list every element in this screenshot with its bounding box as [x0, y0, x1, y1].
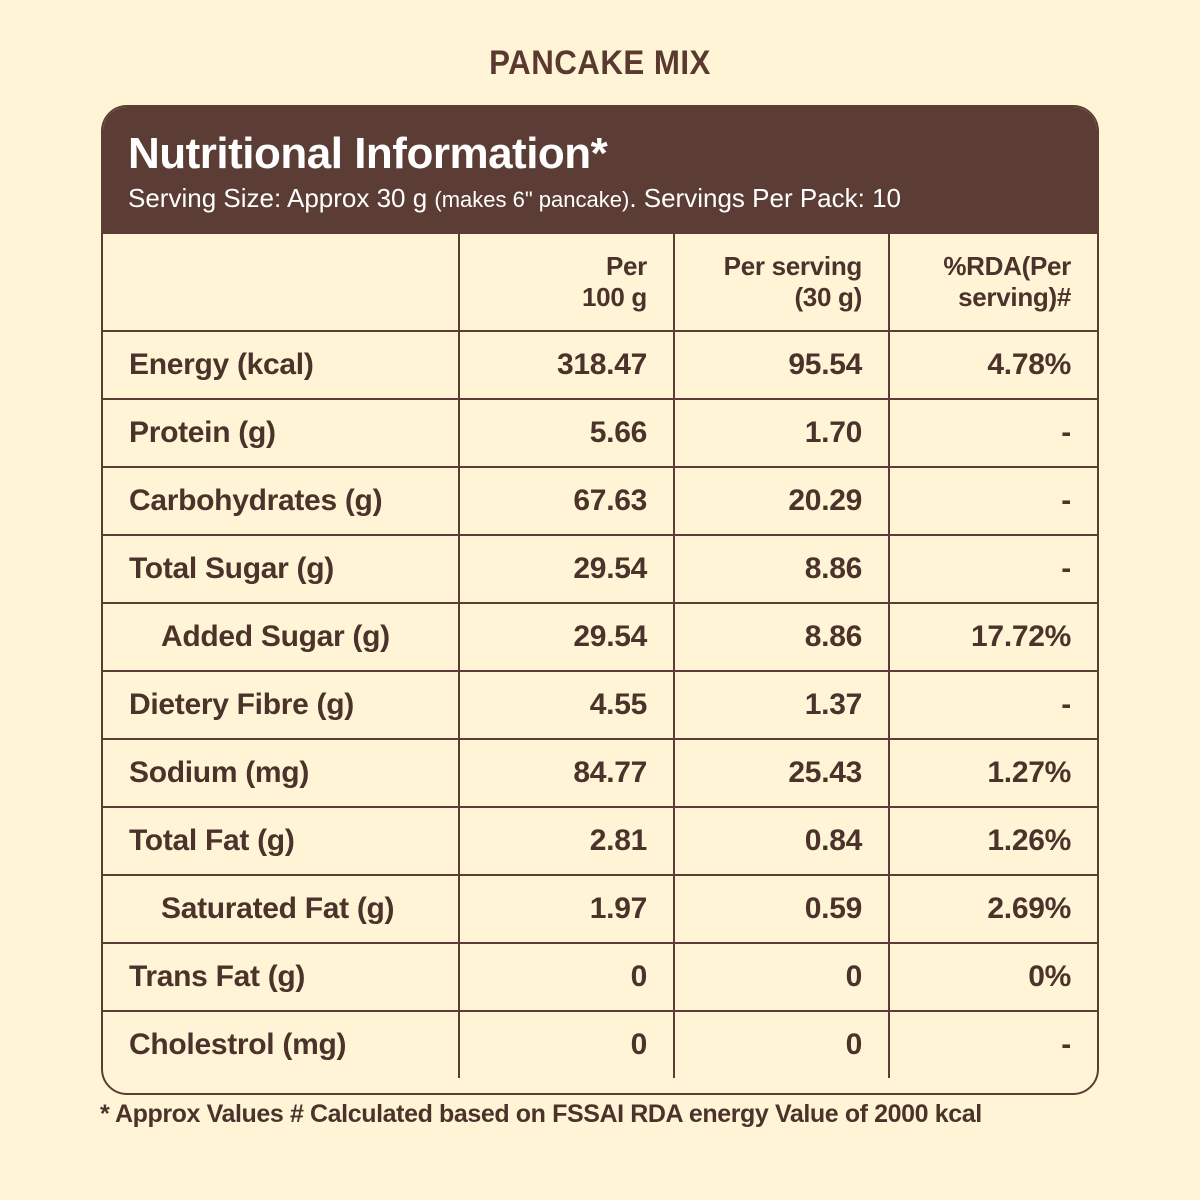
table-row: Total Fat (g) 2.81 0.84 1.26%: [103, 806, 1097, 876]
table-row: Trans Fat (g) 0 0 0%: [103, 942, 1097, 1012]
value-per-100g: 4.55: [458, 670, 675, 740]
value-per-100g: 1.97: [458, 874, 675, 944]
table-row: Added Sugar (g) 29.54 8.86 17.72%: [103, 602, 1097, 672]
value-per-100g: 0: [458, 942, 675, 1012]
nutrient-name: Dietery Fibre (g): [103, 670, 460, 740]
nutrient-name: Energy (kcal): [103, 330, 460, 400]
value-per-serving: 1.37: [673, 670, 890, 740]
value-rda: -: [888, 534, 1097, 604]
nutrient-name: Trans Fat (g): [103, 942, 460, 1012]
value-per-100g: 2.81: [458, 806, 675, 876]
panel-header: Nutritional Information* Serving Size: A…: [103, 107, 1097, 234]
table-row: Energy (kcal) 318.47 95.54 4.78%: [103, 330, 1097, 400]
value-per-100g: 5.66: [458, 398, 675, 468]
table-row: Protein (g) 5.66 1.70-: [103, 398, 1097, 468]
value-per-serving: 8.86: [673, 534, 890, 604]
column-header-rda: %RDA(Per serving)#: [888, 234, 1097, 332]
value-per-serving: 25.43: [673, 738, 890, 808]
serving-note: (makes 6" pancake): [434, 187, 630, 212]
nutrient-name: Added Sugar (g): [103, 602, 460, 672]
column-header-nutrient: [103, 234, 460, 332]
value-rda: 1.26%: [888, 806, 1097, 876]
table-row: Dietery Fibre (g) 4.55 1.37-: [103, 670, 1097, 740]
nutrition-panel: Nutritional Information* Serving Size: A…: [101, 105, 1099, 1095]
value-per-serving: 95.54: [673, 330, 890, 400]
value-per-serving: 1.70: [673, 398, 890, 468]
serving-size: Serving Size: Approx 30 g: [128, 183, 435, 213]
table-header-row: Per 100 g Per serving (30 g) %RDA(Per servi…: [103, 234, 1097, 332]
value-per-100g: 67.63: [458, 466, 675, 536]
table-row: Cholestrol (mg) 0 0-: [103, 1010, 1097, 1078]
nutrition-table: Per 100 g Per serving (30 g) %RDA(Per servi…: [103, 234, 1097, 1078]
value-per-serving: 20.29: [673, 466, 890, 536]
footnote: * Approx Values # Calculated based on FS…: [100, 1100, 982, 1128]
panel-heading: Nutritional Information*: [128, 129, 608, 178]
value-rda: 0%: [888, 942, 1097, 1012]
value-per-serving: 0.59: [673, 874, 890, 944]
product-title: PANCAKE MIX: [489, 44, 711, 82]
value-rda: 4.78%: [888, 330, 1097, 400]
nutrient-name: Saturated Fat (g): [103, 874, 460, 944]
value-per-serving: 8.86: [673, 602, 890, 672]
value-per-serving: 0.84: [673, 806, 890, 876]
value-rda: 17.72%: [888, 602, 1097, 672]
value-rda: -: [888, 1010, 1097, 1078]
value-rda: 1.27%: [888, 738, 1097, 808]
nutrient-name: Total Sugar (g): [103, 534, 460, 604]
value-per-100g: 0: [458, 1010, 675, 1078]
table-row: Carbohydrates (g) 67.63 20.29-: [103, 466, 1097, 536]
value-per-100g: 84.77: [458, 738, 675, 808]
value-per-serving: 0: [673, 1010, 890, 1078]
servings-per-pack: . Servings Per Pack: 10: [629, 183, 901, 213]
serving-info: Serving Size: Approx 30 g (makes 6" panc…: [128, 183, 901, 214]
value-rda: -: [888, 398, 1097, 468]
table-row: Saturated Fat (g) 1.97 0.59 2.69%: [103, 874, 1097, 944]
nutrient-name: Carbohydrates (g): [103, 466, 460, 536]
column-header-per-serving: Per serving (30 g): [673, 234, 890, 332]
nutrient-name: Cholestrol (mg): [103, 1010, 460, 1078]
value-per-100g: 29.54: [458, 602, 675, 672]
nutrient-name: Sodium (mg): [103, 738, 460, 808]
column-header-per-100g: Per 100 g: [458, 234, 675, 332]
value-rda: 2.69%: [888, 874, 1097, 944]
value-per-100g: 318.47: [458, 330, 675, 400]
table-row: Total Sugar (g) 29.54 8.86-: [103, 534, 1097, 604]
value-rda: -: [888, 466, 1097, 536]
value-per-serving: 0: [673, 942, 890, 1012]
nutrient-name: Total Fat (g): [103, 806, 460, 876]
table-row: Sodium (mg) 84.77 25.43 1.27%: [103, 738, 1097, 808]
value-per-100g: 29.54: [458, 534, 675, 604]
value-rda: -: [888, 670, 1097, 740]
nutrient-name: Protein (g): [103, 398, 460, 468]
